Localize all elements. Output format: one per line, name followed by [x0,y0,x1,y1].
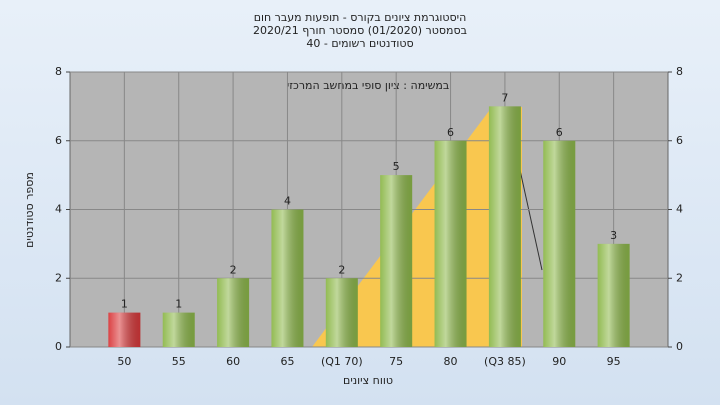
x-tick-label: 90 [552,355,566,368]
y-axis-label: מספר סטודנטים [23,172,36,248]
x-tick-label: 55 [172,355,186,368]
bar-shine [434,140,467,347]
y2-tick-label: 0 [676,340,683,353]
value-label: 2 [338,263,345,276]
y-tick-label: 0 [55,340,62,353]
y-tick-label: 2 [55,271,62,284]
chart-subtitle: סטודנטים רשומים - 40 [306,37,413,50]
x-tick-label: 80 [444,355,458,368]
x-axis-label: טווח ציונים [343,374,393,387]
y-tick-label: 6 [55,134,62,147]
value-label: 4 [284,195,291,208]
x-tick-label: 95 [607,355,621,368]
value-label: 6 [556,126,563,139]
bar-shine [325,278,358,347]
x-tick-label: 50 [117,355,131,368]
bar-shine [543,140,576,347]
value-label: 1 [175,298,182,311]
value-label: 5 [393,160,400,173]
value-label: 2 [230,263,237,276]
quartile-area [312,107,522,347]
chart-subtitle: בסמסטר (01/2020) סמסטר חורף 2020/21 [253,24,467,37]
bar-shine [271,209,304,347]
bar-shine [380,175,413,347]
value-label: 3 [610,229,617,242]
value-label: 1 [121,298,128,311]
annotation: במשימה : ציון סופי במחשב המרכזי [287,79,450,92]
bar-shine [217,278,250,347]
bar-shine [597,243,630,347]
decor-line [519,169,543,271]
y-tick-label: 4 [55,203,62,216]
x-tick-label: 65 [280,355,294,368]
y-tick-label: 8 [55,65,62,78]
y2-tick-label: 2 [676,271,683,284]
bar-shine [488,106,521,347]
y2-tick-label: 8 [676,65,683,78]
x-tick-label: 75 [389,355,403,368]
x-tick-label: 60 [226,355,240,368]
bar-shine [108,312,141,347]
y2-tick-label: 4 [676,203,683,216]
x-tick-label: (Q1 70) [321,355,363,368]
x-tick-label: (Q3 85) [484,355,526,368]
value-label: 6 [447,126,454,139]
y2-tick-label: 6 [676,134,683,147]
value-label: 7 [501,91,508,104]
bar-shine [162,312,195,347]
chart-title: היסטוגרמת ציונים בקורס - תופעות מעבר חום [254,11,467,24]
